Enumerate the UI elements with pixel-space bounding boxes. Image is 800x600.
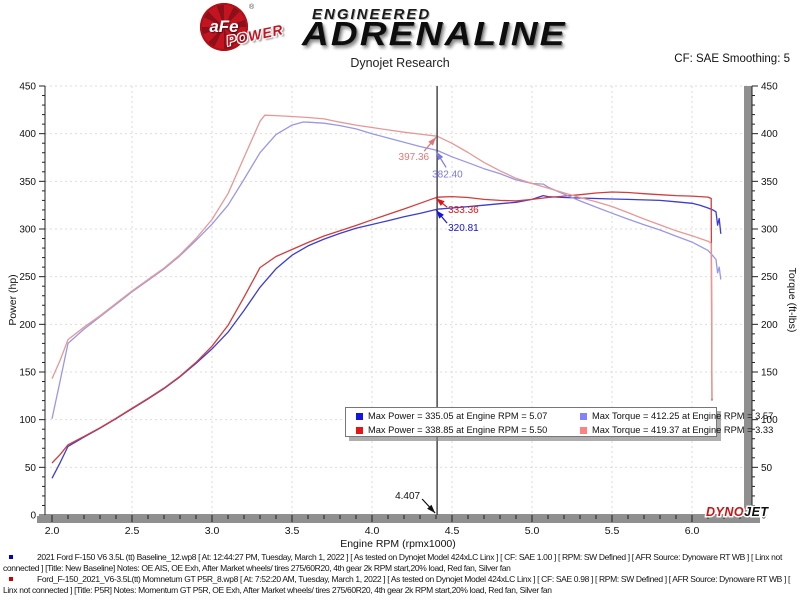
curve-afe-torque [51, 114, 713, 399]
run-bullet-blue-icon [9, 555, 13, 559]
svg-text:5.0: 5.0 [525, 525, 540, 537]
svg-text:350: 350 [761, 177, 778, 188]
curve-afe-power [51, 191, 713, 464]
legend-swatch-blue [356, 412, 363, 420]
svg-text:3.5: 3.5 [285, 525, 300, 537]
afe-logo-icon: aFe [200, 3, 248, 51]
run-bullet-red-icon [9, 577, 13, 582]
horizontal-scrollbar[interactable] [37, 516, 760, 523]
svg-text:0: 0 [761, 511, 767, 522]
chart-subtitle: Dynojet Research [350, 56, 450, 70]
y-axis-title-torque: Torque (ft-lbs) [786, 268, 798, 333]
curve-baseline-torque [51, 121, 722, 419]
tick-labels: 0 0 50 50 100 100 150 150 200 200 250 250 300 300 350 3… [19, 82, 778, 538]
legend-item-baseline-power: Max Power = 335.05 at Engine RPM = 5.07 [356, 411, 580, 421]
legend-swatch-periwinkle [580, 412, 587, 420]
axes [44, 86, 753, 516]
svg-text:100: 100 [19, 415, 36, 426]
vertical-scrollbar[interactable] [744, 86, 752, 515]
svg-text:250: 250 [761, 272, 778, 283]
svg-text:50: 50 [761, 463, 773, 474]
legend-label: Max Torque = 419.37 at Engine RPM = 3.33 [592, 425, 774, 435]
svg-text:200: 200 [761, 320, 778, 331]
svg-text:350: 350 [19, 177, 36, 188]
afe-logo-text: aFe [209, 17, 239, 36]
svg-text:100: 100 [761, 415, 778, 426]
annotation-397.36: 397.36 [399, 152, 430, 163]
legend-label: Max Power = 335.05 at Engine RPM = 5.07 [368, 411, 548, 421]
svg-text:400: 400 [761, 129, 778, 140]
legend-swatch-salmon [580, 426, 587, 434]
svg-text:4.5: 4.5 [445, 525, 460, 537]
y-axis-title-power: Power (hp) [7, 274, 19, 325]
svg-text:200: 200 [19, 320, 36, 331]
grid [45, 85, 752, 515]
tagline-engineered: ENGINEERED [312, 6, 432, 23]
svg-text:6.0: 6.0 [685, 525, 700, 537]
tagline-adrenaline: ADRENALINE [302, 15, 567, 52]
cursor-rpm-label: 4.407 [395, 491, 420, 502]
svg-text:2.5: 2.5 [125, 525, 140, 537]
svg-text:50: 50 [25, 463, 37, 474]
run-info-baseline: 2021 Ford F-150 V6 3.5L (tt) Baseline_12… [3, 552, 797, 573]
legend-item-afe-power: Max Power = 338.85 at Engine RPM = 5.50 [356, 425, 580, 435]
svg-text:250: 250 [19, 272, 36, 283]
svg-text:0: 0 [30, 511, 36, 522]
run-info-footer: 2021 Ford F-150 V6 3.5L (tt) Baseline_12… [3, 552, 797, 596]
svg-text:300: 300 [19, 225, 36, 236]
legend-label: Max Torque = 412.25 at Engine RPM = 3.57 [592, 411, 774, 421]
dynojet-watermark: DYNOJET [706, 505, 769, 519]
svg-text:3.0: 3.0 [205, 525, 220, 537]
annotation-382.40: 382.40 [432, 169, 463, 180]
legend-item-afe-torque: Max Torque = 419.37 at Engine RPM = 3.33 [580, 425, 773, 435]
tick-marks [39, 85, 758, 522]
legend-swatch-red [356, 426, 363, 434]
svg-text:450: 450 [19, 82, 36, 93]
svg-text:300: 300 [761, 225, 778, 236]
annotation-320.81: 320.81 [448, 223, 479, 234]
sae-smoothing-label: CF: SAE Smoothing: 5 [674, 53, 790, 65]
svg-text:150: 150 [761, 368, 778, 379]
legend-item-baseline-torque: Max Torque = 412.25 at Engine RPM = 3.57 [580, 411, 773, 421]
svg-text:5.5: 5.5 [605, 525, 620, 537]
legend-label: Max Power = 338.85 at Engine RPM = 5.50 [368, 425, 548, 435]
svg-text:150: 150 [19, 368, 36, 379]
header: aFe ® POWER ENGINEERED ADRENALINE Dynoje… [0, 0, 800, 80]
svg-text:400: 400 [19, 129, 36, 140]
svg-text:450: 450 [761, 82, 778, 93]
run-info-text: 2021 Ford F-150 V6 3.5L (tt) Baseline_12… [3, 552, 782, 573]
svg-text:4.0: 4.0 [365, 525, 380, 537]
run-info-text: Ford_F-150_2021_V6-3.5L(tt) Momnetum GT … [3, 574, 790, 595]
x-axis-title: Engine RPM (rpmx1000) [340, 538, 456, 550]
chart-legend: Max Power = 335.05 at Engine RPM = 5.07 … [345, 407, 773, 437]
run-info-afe: Ford_F-150_2021_V6-3.5L(tt) Momnetum GT … [3, 574, 797, 595]
registered-mark: ® [249, 4, 255, 11]
annotation-333.36: 333.36 [448, 205, 479, 216]
svg-text:2.0: 2.0 [45, 525, 60, 537]
